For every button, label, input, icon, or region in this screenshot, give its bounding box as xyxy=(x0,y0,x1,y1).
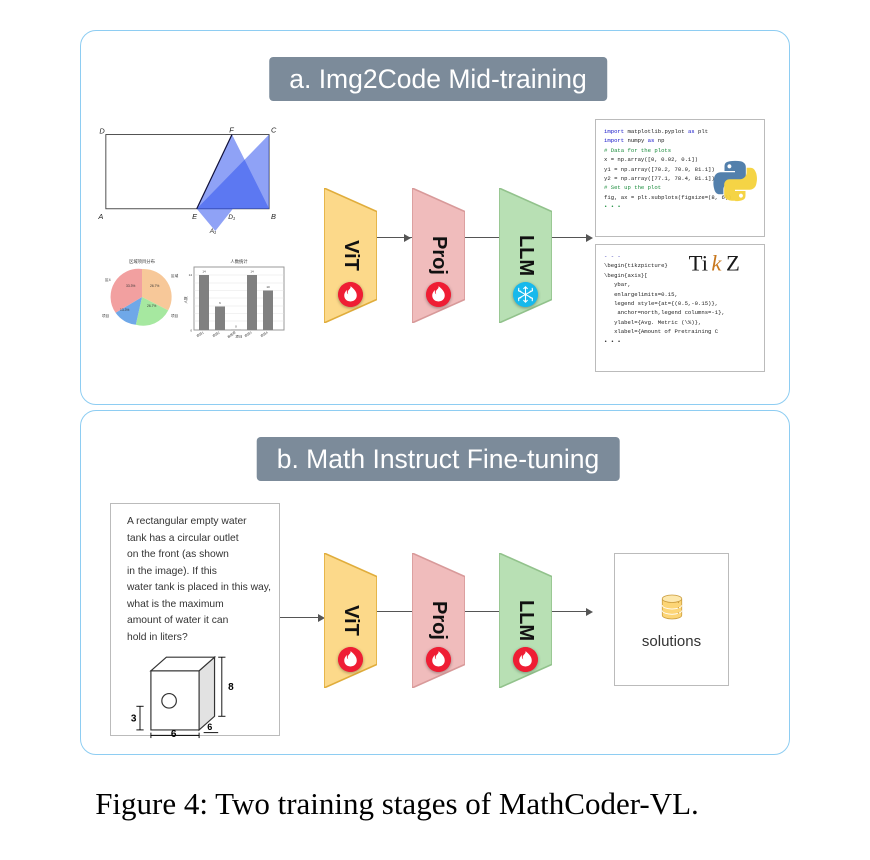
svg-text:3: 3 xyxy=(131,714,137,725)
svg-text:26.7%: 26.7% xyxy=(150,284,159,288)
svg-text:0: 0 xyxy=(235,325,237,329)
svg-text:人数: 人数 xyxy=(183,296,188,304)
svg-text:8: 8 xyxy=(228,682,234,693)
svg-text:区域项目分布: 区域项目分布 xyxy=(129,258,155,265)
svg-text:14: 14 xyxy=(202,270,206,274)
svg-text:项目4: 项目4 xyxy=(260,330,269,338)
svg-text:Ti: Ti xyxy=(689,251,708,276)
svg-text:6: 6 xyxy=(219,301,221,305)
svg-text:10: 10 xyxy=(266,285,270,289)
svg-text:6: 6 xyxy=(171,729,177,739)
svg-text:项目1: 项目1 xyxy=(196,330,205,338)
svg-text:13.3%: 13.3% xyxy=(120,308,129,312)
svg-text:项目: 项目 xyxy=(102,313,109,318)
svg-text:项目3: 项目3 xyxy=(244,330,253,338)
svg-text:E: E xyxy=(192,212,198,221)
svg-text:A: A xyxy=(97,212,103,221)
svg-text:项目2: 项目2 xyxy=(212,330,221,338)
svg-text:人数统计: 人数统计 xyxy=(230,258,248,265)
svg-text:C: C xyxy=(271,126,277,135)
svg-text:33.3%: 33.3% xyxy=(126,284,135,288)
svg-text:6: 6 xyxy=(207,722,212,732)
svg-text:0: 0 xyxy=(190,329,192,333)
svg-text:k: k xyxy=(711,251,722,276)
svg-text:项目: 项目 xyxy=(171,313,178,318)
svg-text:26.7%: 26.7% xyxy=(147,304,156,308)
svg-text:F: F xyxy=(229,126,234,135)
svg-text:14: 14 xyxy=(189,273,193,277)
svg-text:14: 14 xyxy=(250,270,254,274)
svg-text:区4: 区4 xyxy=(105,278,111,282)
svg-text:Z: Z xyxy=(726,251,740,276)
svg-text:区域: 区域 xyxy=(171,273,179,278)
svg-text:B: B xyxy=(271,212,276,221)
svg-text:A₁: A₁ xyxy=(209,228,216,235)
svg-text:D: D xyxy=(99,127,105,136)
svg-text:项目: 项目 xyxy=(235,334,242,338)
svg-text:D₁: D₁ xyxy=(228,214,235,221)
